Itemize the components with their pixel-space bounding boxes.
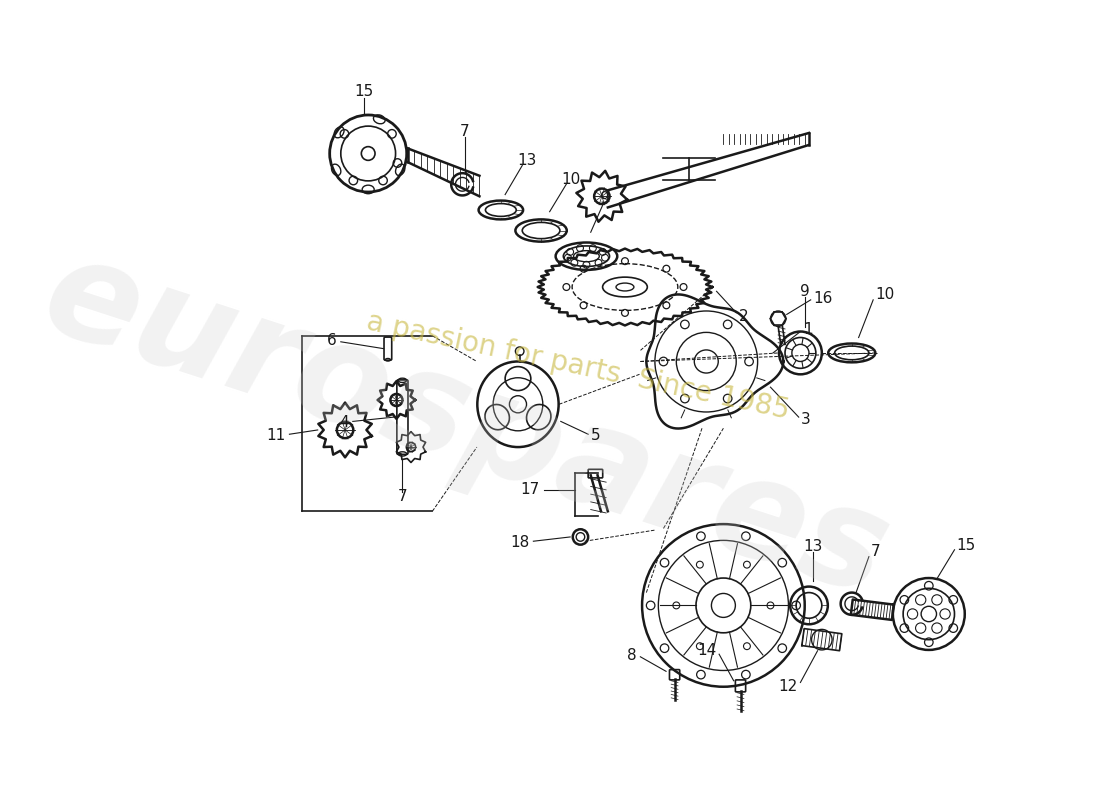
Text: 14: 14 xyxy=(697,643,716,658)
Text: 18: 18 xyxy=(509,534,529,550)
Text: 13: 13 xyxy=(517,153,536,168)
Text: 9: 9 xyxy=(601,190,610,206)
Text: 7: 7 xyxy=(397,490,407,504)
Text: 3: 3 xyxy=(801,412,811,427)
Text: 6: 6 xyxy=(327,334,337,349)
Text: 4: 4 xyxy=(340,414,350,430)
Text: a passion for parts  Since 1985: a passion for parts Since 1985 xyxy=(364,307,792,424)
Text: 5: 5 xyxy=(591,429,601,443)
Text: 15: 15 xyxy=(354,84,374,99)
Text: 10: 10 xyxy=(876,287,895,302)
Text: 13: 13 xyxy=(804,539,823,554)
Text: 15: 15 xyxy=(956,538,976,553)
Text: 7: 7 xyxy=(460,124,470,138)
Text: 11: 11 xyxy=(267,427,286,442)
Text: 16: 16 xyxy=(813,290,833,306)
Text: 9: 9 xyxy=(800,284,810,298)
Text: 12: 12 xyxy=(779,679,798,694)
Text: 8: 8 xyxy=(627,647,637,662)
Text: eurospares: eurospares xyxy=(29,226,905,626)
Text: 2: 2 xyxy=(739,309,748,324)
Text: 17: 17 xyxy=(520,482,539,498)
Text: 7: 7 xyxy=(870,544,880,559)
Text: 10: 10 xyxy=(561,172,581,186)
Text: 1: 1 xyxy=(803,322,813,338)
